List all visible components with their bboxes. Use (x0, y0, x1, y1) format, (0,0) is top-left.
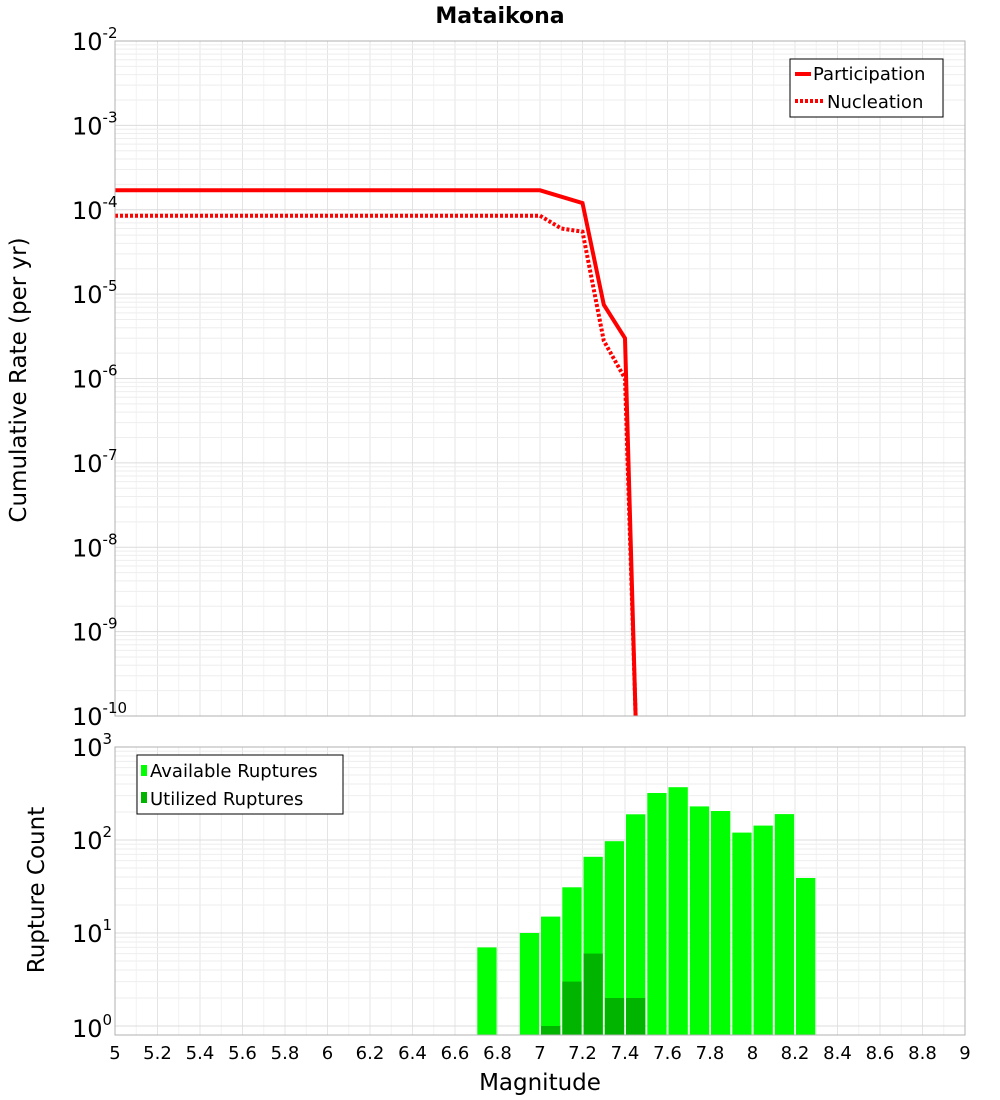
count-grid (115, 747, 965, 1035)
count-legend-box (136, 754, 344, 815)
available-rupture-bar (711, 811, 731, 1035)
rate-y-axis-label: Cumulative Rate (per yr) (6, 237, 32, 522)
rate-y-tick-label: 10-6 (72, 362, 118, 394)
x-tick-label: 5.4 (186, 1043, 215, 1064)
count-y-ticks: 103 102 101 100 (72, 730, 112, 1043)
legend-label-participation: Participation (813, 64, 925, 85)
count-y-tick-label: 102 (72, 823, 112, 855)
legend-swatch-utilized (141, 792, 147, 803)
available-rupture-bar (668, 787, 688, 1035)
x-tick-label: 8.2 (781, 1043, 810, 1064)
x-tick-label: 9 (959, 1043, 970, 1064)
utilized-rupture-bar (541, 1026, 561, 1035)
available-rupture-bar (541, 916, 561, 1035)
rate-legend-box (789, 58, 944, 118)
x-tick-label: 5.6 (228, 1043, 257, 1064)
available-rupture-bar (477, 947, 497, 1035)
chart-title: Mataikona (435, 4, 564, 29)
legend-label-nucleation: Nucleation (827, 92, 923, 113)
available-rupture-bar (647, 793, 667, 1035)
x-tick-label: 7.6 (653, 1043, 682, 1064)
available-rupture-bar (519, 933, 540, 1035)
utilized-rupture-bar (562, 981, 582, 1035)
rate-y-tick-label: 10-7 (72, 446, 118, 478)
x-tick-label: 8.4 (823, 1043, 852, 1064)
x-tick-label: 6.4 (398, 1043, 427, 1064)
count-panel: 103 102 101 100 5 5.2 5.4 5.6 5.8 6 6.2 6.4 6.6 6.8 7… (24, 730, 971, 1096)
x-tick-label: 6.8 (483, 1043, 512, 1064)
x-axis-label: Magnitude (479, 1070, 601, 1096)
x-tick-label: 5 (109, 1043, 120, 1064)
utilized-rupture-bar (604, 998, 625, 1035)
available-rupture-bar (689, 806, 710, 1035)
available-rupture-bar (796, 878, 816, 1035)
rate-series-line-nucleation (115, 213, 638, 717)
x-tick-label: 7.4 (611, 1043, 640, 1064)
x-tick-label: 7.2 (568, 1043, 597, 1064)
count-y-tick-label: 100 (72, 1011, 112, 1043)
rate-grid (115, 41, 965, 717)
legend-label-utilized: Utilized Ruptures (150, 789, 303, 810)
rate-y-tick-label: 10-5 (72, 277, 118, 309)
rate-y-ticks: 10-2 10-3 10-4 10-5 10-6 10-7 10-8 10-9 10-10 (72, 24, 127, 731)
rate-series-line-participation (115, 188, 638, 717)
x-tick-label: 7.8 (696, 1043, 725, 1064)
x-tick-label: 8 (747, 1043, 758, 1064)
rate-panel: 10-2 10-3 10-4 10-5 10-6 10-7 10-8 10-9 10-10 Cu… (6, 24, 966, 731)
x-tick-label: 6 (322, 1043, 333, 1064)
rate-legend: Participation Nucleation (789, 58, 944, 118)
x-tick-label: 8.8 (908, 1043, 937, 1064)
count-plot-frame (114, 746, 966, 1036)
utilized-rupture-bar (626, 998, 646, 1035)
available-rupture-bar (753, 825, 773, 1035)
rate-y-tick-label: 10-4 (72, 193, 118, 225)
rate-y-tick-label: 10-9 (72, 615, 118, 647)
rate-series (115, 188, 638, 717)
legend-label-available: Available Ruptures (150, 761, 318, 782)
x-tick-label: 8.6 (866, 1043, 895, 1064)
rate-y-tick-label: 10-8 (72, 530, 118, 562)
x-tick-label: 7 (534, 1043, 545, 1064)
rate-y-tick-label: 10-10 (72, 699, 127, 731)
count-bars (477, 787, 816, 1035)
rate-y-tick-label: 10-3 (72, 108, 118, 140)
rate-plot-frame (114, 40, 966, 717)
x-tick-label: 6.2 (356, 1043, 385, 1064)
count-y-axis-label: Rupture Count (24, 807, 50, 973)
count-x-ticks: 5 5.2 5.4 5.6 5.8 6 6.2 6.4 6.6 6.8 7 7.2 7.4 7.6 7.8 8… (109, 1043, 970, 1064)
x-tick-label: 6.6 (441, 1043, 470, 1064)
legend-swatch-available (141, 765, 147, 776)
utilized-rupture-bar (583, 953, 603, 1035)
x-tick-label: 5.8 (271, 1043, 300, 1064)
count-y-tick-label: 103 (72, 730, 112, 762)
available-rupture-bar (732, 832, 752, 1035)
count-y-tick-label: 101 (72, 916, 112, 948)
available-rupture-bar (774, 814, 795, 1035)
count-legend: Available Ruptures Utilized Ruptures (136, 754, 344, 815)
rate-y-tick-label: 10-2 (72, 24, 118, 56)
available-rupture-bar (604, 841, 625, 1035)
x-tick-label: 5.2 (143, 1043, 172, 1064)
available-rupture-bar (626, 814, 646, 1035)
